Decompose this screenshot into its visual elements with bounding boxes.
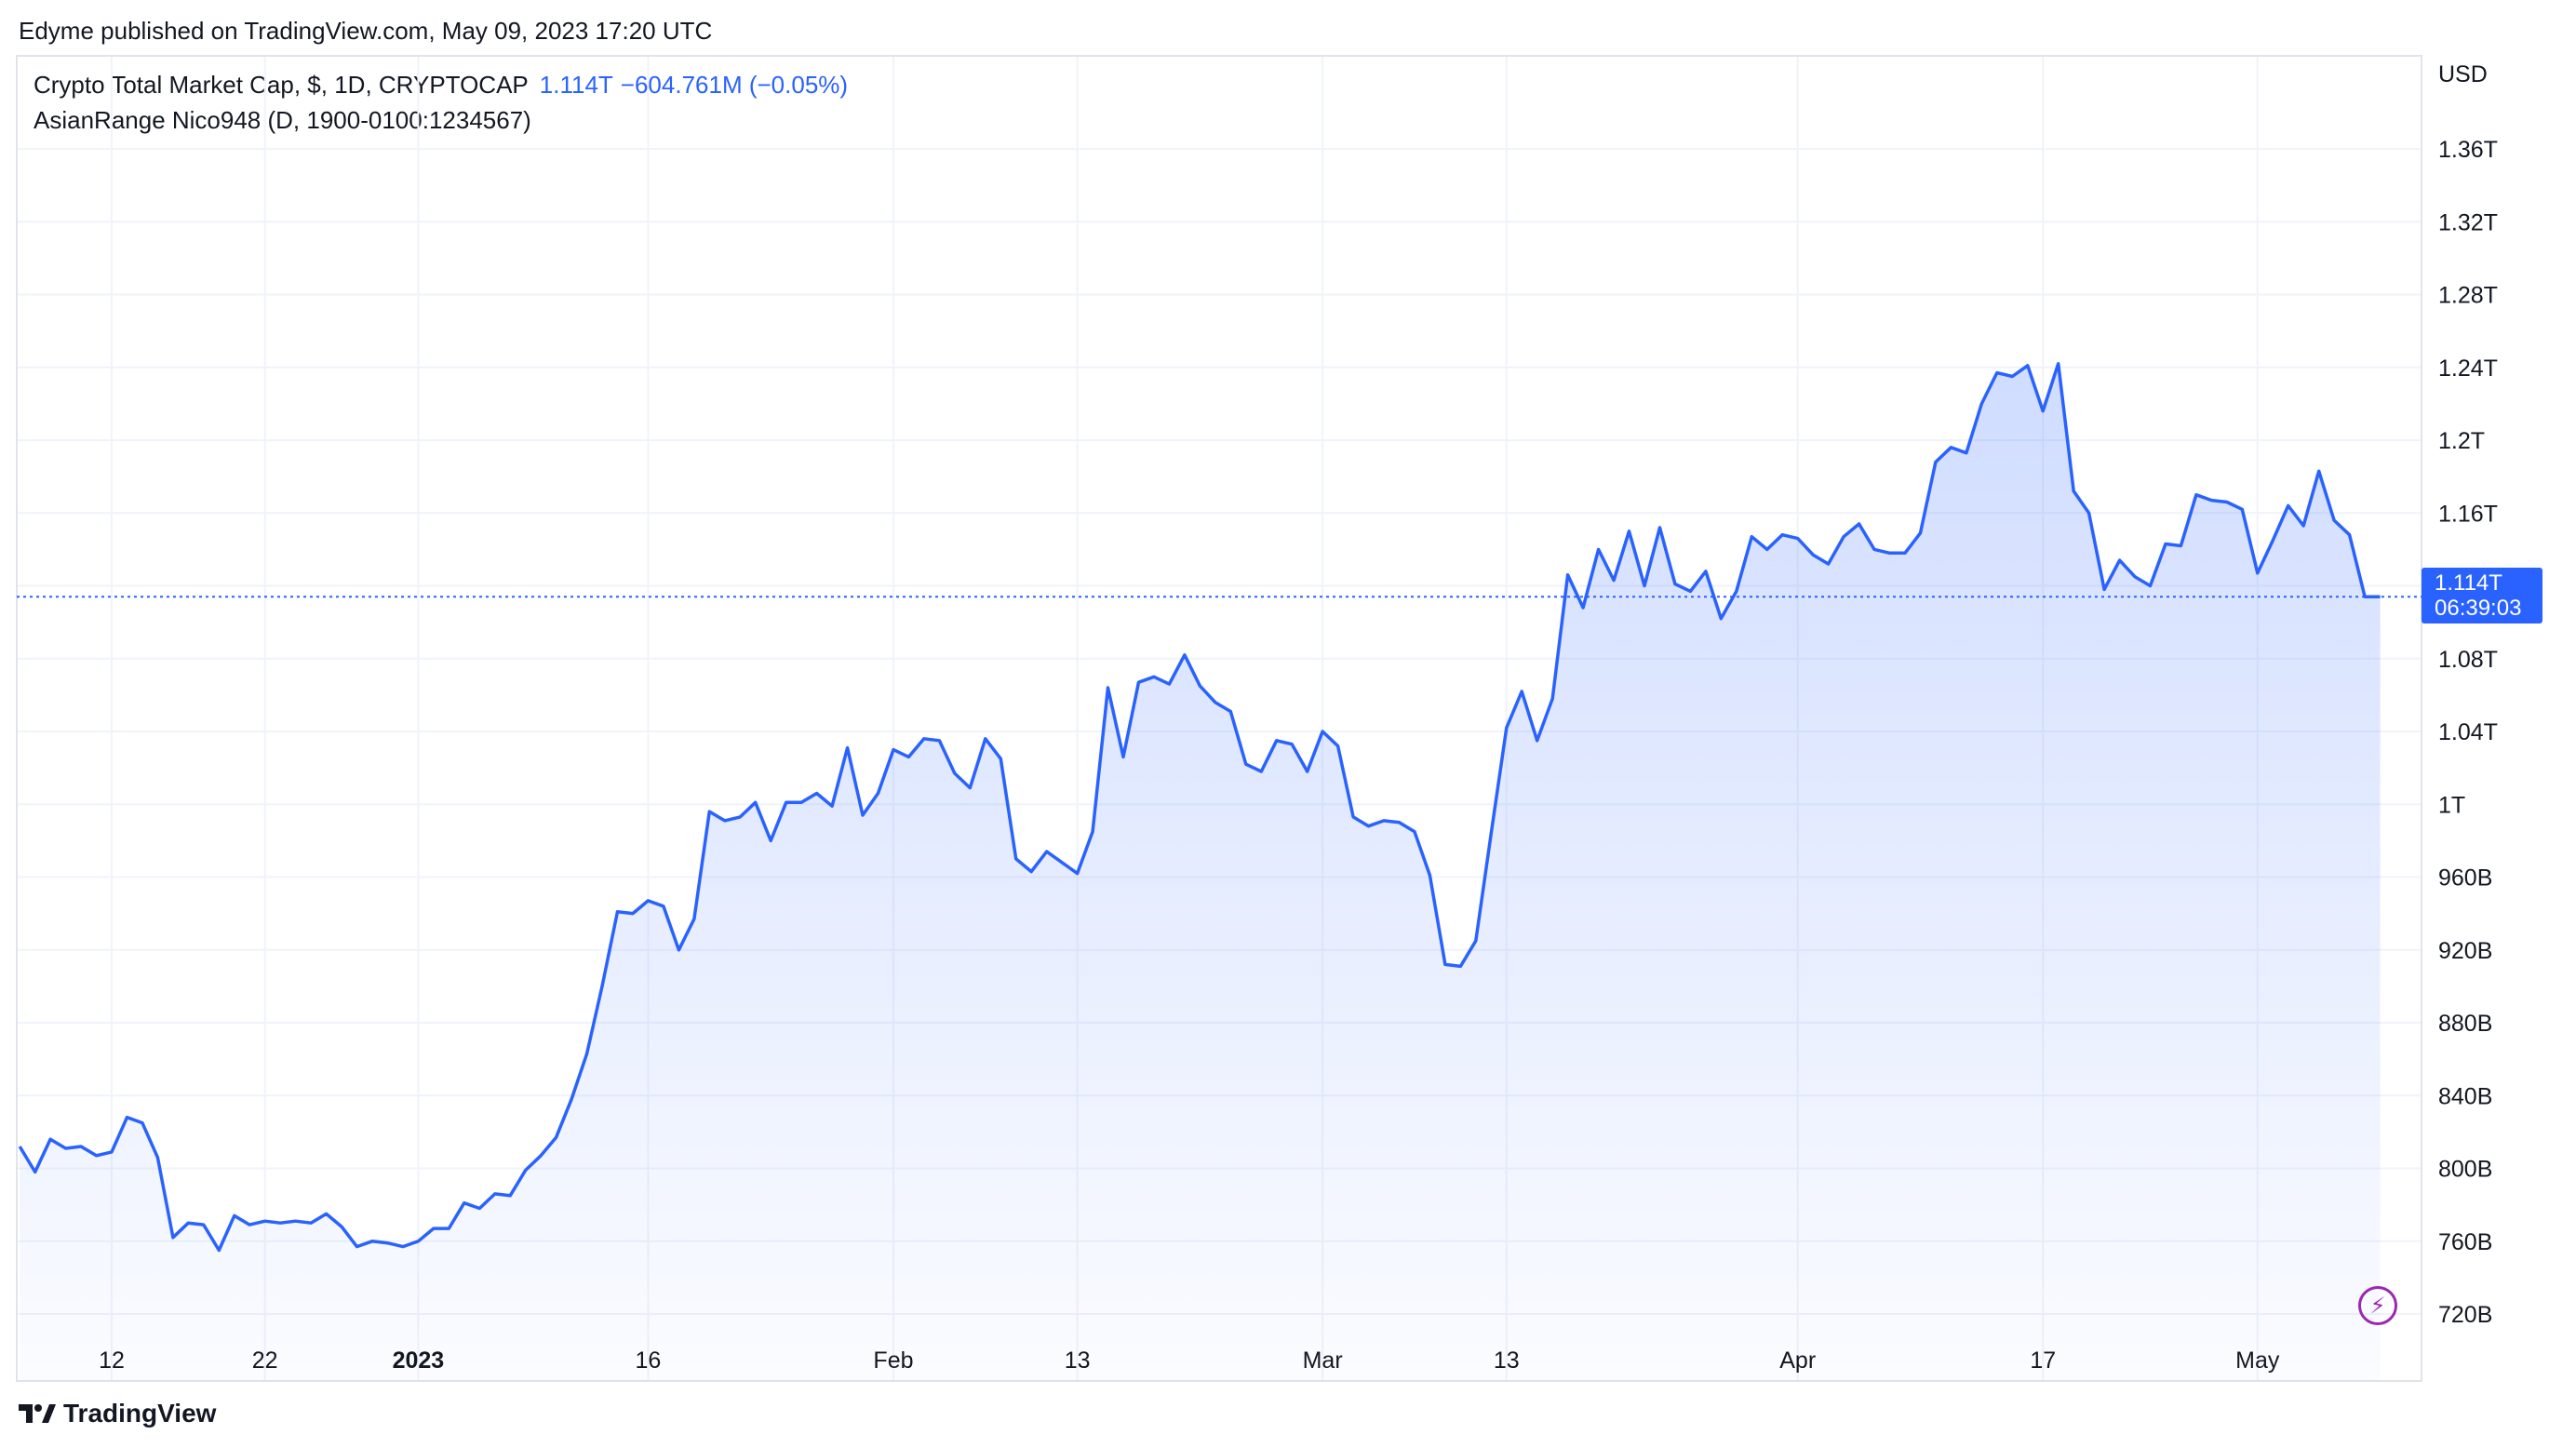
series-area	[20, 363, 2381, 1381]
countdown-label: 06:39:03	[2435, 596, 2522, 621]
x-tick-label: 16	[636, 1347, 662, 1374]
legend-indicator[interactable]: AsianRange Nico948 (D, 1900-0100:1234567…	[34, 106, 531, 134]
price-axis-unit[interactable]: USD	[2438, 61, 2488, 87]
legend-symbol: Crypto Total Market Cap, $, 1D, CRYPTOCA…	[34, 71, 529, 99]
x-tick-label: May	[2235, 1347, 2280, 1374]
y-tick-label: 1.24T	[2438, 355, 2498, 382]
y-tick-label: 840B	[2438, 1083, 2492, 1109]
y-tick-label: 760B	[2438, 1229, 2492, 1255]
y-tick-label: 1.28T	[2438, 283, 2498, 309]
chart-legend: Crypto Total Market Cap, $, 1D, CRYPTOCA…	[34, 67, 848, 138]
series-line[interactable]	[18, 362, 2381, 1253]
brand-name: TradingView	[63, 1399, 217, 1428]
legend-change: −604.761M (−0.05%)	[620, 71, 849, 99]
x-tick-label: Apr	[1779, 1347, 1816, 1374]
x-tick-label: 13	[1065, 1347, 1091, 1374]
y-tick-label: 1.16T	[2438, 501, 2498, 527]
y-tick-label: 1T	[2438, 792, 2465, 818]
tradingview-logo-icon	[19, 1404, 56, 1423]
legend-symbol-row[interactable]: Crypto Total Market Cap, $, 1D, CRYPTOCA…	[34, 67, 848, 102]
y-tick-label: 1.04T	[2438, 719, 2498, 745]
last-price-label: 1.114T	[2435, 570, 2502, 596]
y-tick-label: 1.08T	[2438, 647, 2498, 673]
x-tick-label: 2023	[393, 1347, 445, 1374]
y-tick-label: 720B	[2438, 1302, 2492, 1328]
price-axis: 720B 760B 800B 840B 880B 920B 960B 1T 1.04T 1.08T…	[2438, 137, 2498, 1328]
x-tick-label: 13	[1494, 1347, 1520, 1374]
y-tick-label: 800B	[2438, 1157, 2492, 1183]
legend-value: 1.114T	[539, 71, 613, 99]
publisher-line: Edyme published on TradingView.com, May …	[19, 17, 713, 45]
y-tick-label: 880B	[2438, 1011, 2492, 1037]
lightning-icon[interactable]: ⚡	[2358, 1286, 2397, 1325]
tradingview-logo[interactable]: TradingView	[19, 1399, 216, 1428]
y-tick-label: 1.36T	[2438, 137, 2498, 163]
time-axis: 12 22 2023 16 Feb 13 Mar 13 Apr 17 May	[99, 1347, 2280, 1374]
y-tick-label: 960B	[2438, 865, 2492, 892]
x-tick-label: 17	[2030, 1347, 2056, 1374]
y-tick-label: 1.32T	[2438, 209, 2498, 235]
last-price-badge: 1.114T 06:39:03	[2422, 568, 2542, 623]
x-tick-label: 12	[99, 1347, 125, 1374]
x-tick-label: 22	[252, 1347, 278, 1374]
x-tick-label: Feb	[873, 1347, 913, 1374]
y-tick-label: 920B	[2438, 938, 2492, 964]
x-tick-label: Mar	[1303, 1347, 1343, 1374]
y-tick-label: 1.2T	[2438, 428, 2485, 454]
